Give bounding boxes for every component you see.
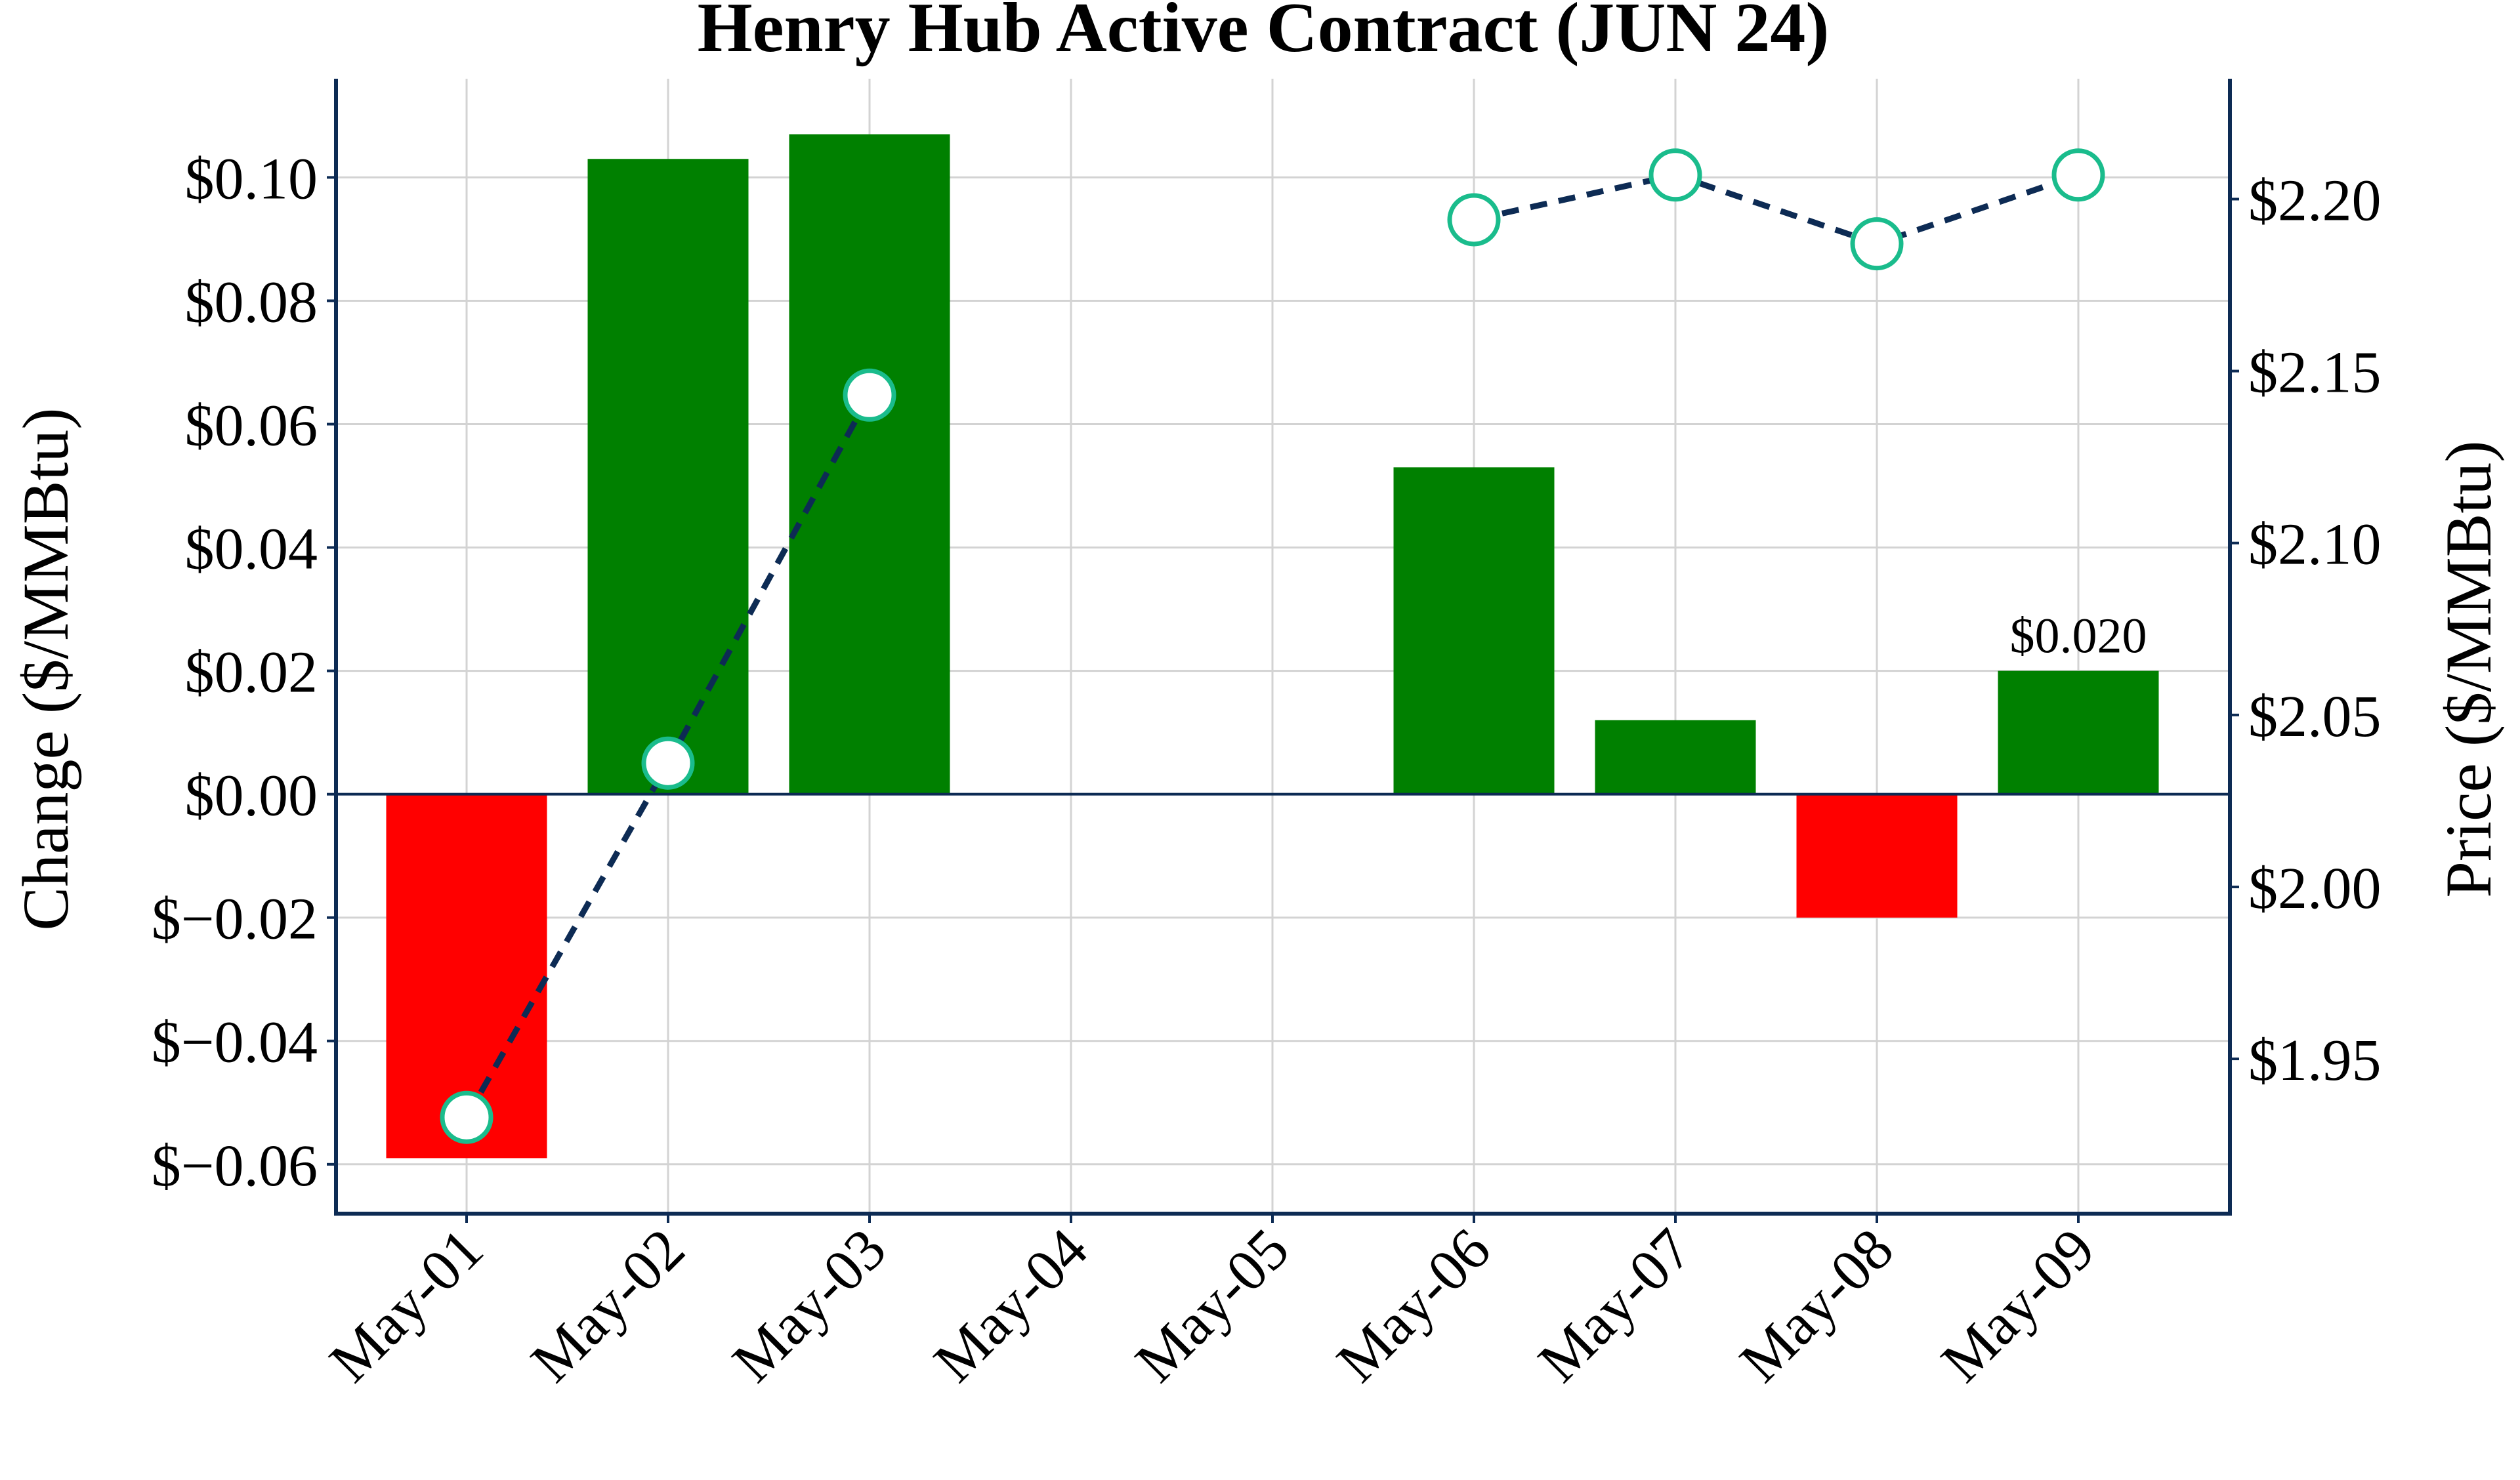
left-tick-label: $0.02 [185,640,318,705]
change-bar [789,134,950,794]
left-tick-label: $0.04 [185,517,318,582]
price-marker [641,736,695,790]
left-tick-label: $0.00 [185,764,318,829]
right-tick-label: $2.05 [2248,684,2382,749]
left-tick-label: $−0.04 [152,1010,318,1075]
price-markers [440,148,2105,1144]
price-marker [1648,148,1702,202]
change-bar [1998,670,2159,794]
bar-value-label: $0.020 [2010,609,2147,664]
annotations: $0.020 [2010,609,2147,664]
left-tick-label: $0.06 [185,394,318,459]
left-tick-label: $0.10 [185,146,318,211]
change-bar [1595,720,1756,794]
chart-title: Henry Hub Active Contract (JUN 24) [698,0,1830,67]
price-marker [1850,217,1904,271]
right-tick-label: $2.20 [2248,168,2382,233]
left-tick-label: $0.08 [185,270,318,335]
right-tick-label: $2.10 [2248,512,2382,577]
left-tick-label: $−0.06 [152,1134,318,1199]
change-bar [1796,794,1958,918]
left-tick-label: $−0.02 [152,887,318,952]
price-line-segment [1473,172,2080,247]
price-marker [440,1090,494,1144]
right-axis-label: Price ($/MMBtu) [2432,440,2505,897]
right-tick-label: $2.15 [2248,340,2382,405]
right-tick-label: $1.95 [2248,1028,2382,1093]
price-marker [1447,193,1501,247]
change-bar [587,159,749,794]
left-axis-label: Change ($/MMBtu) [9,407,82,930]
price-marker [2051,148,2105,202]
price-marker [843,368,896,422]
right-tick-label: $2.00 [2248,856,2382,921]
change-bar [1393,467,1555,794]
